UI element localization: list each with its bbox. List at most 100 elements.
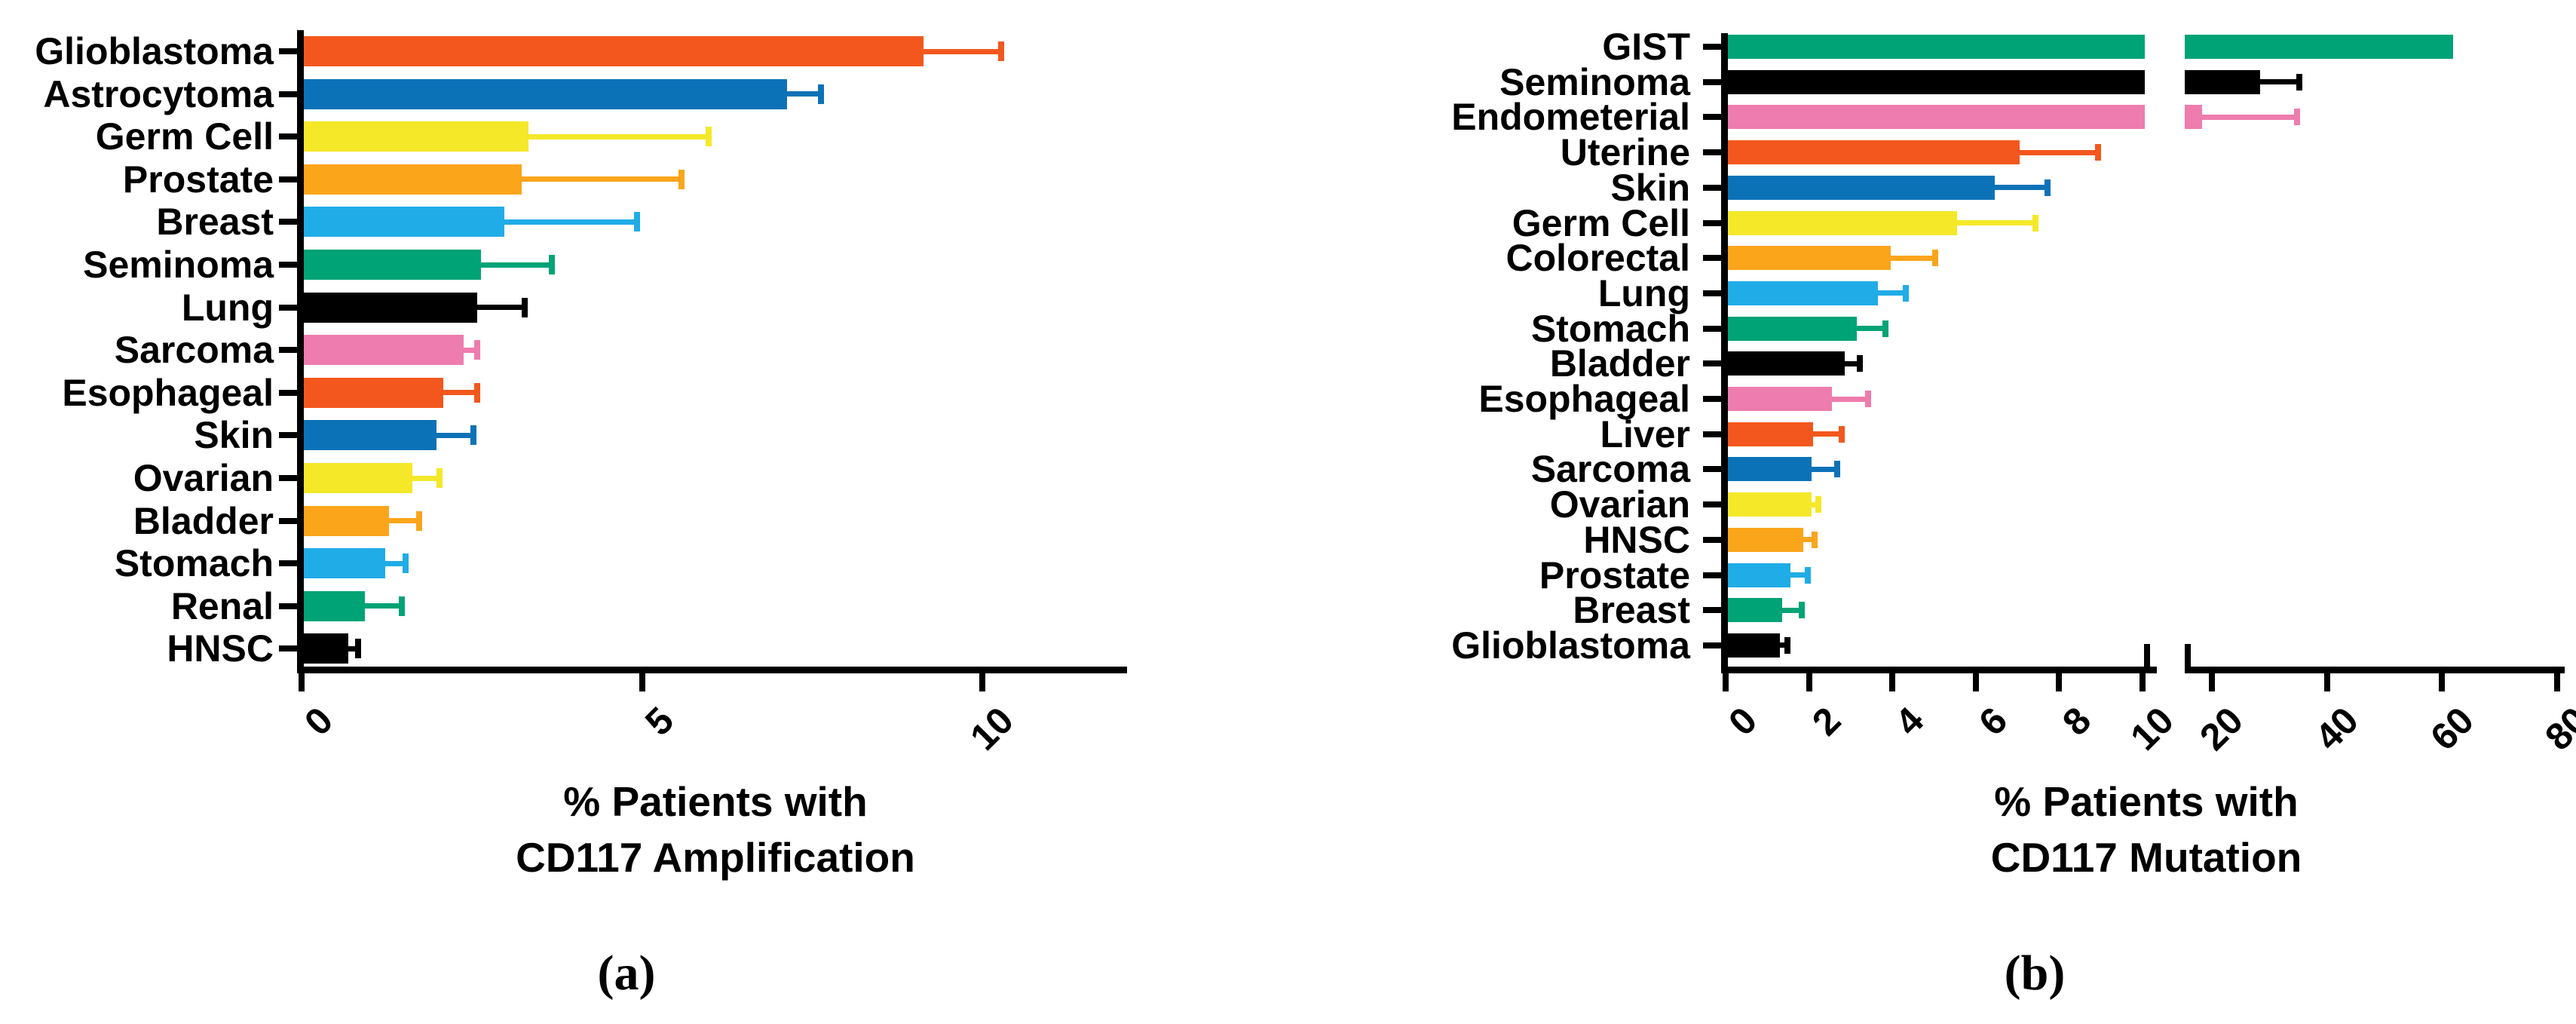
- error-bar-cap: [2296, 73, 2303, 90]
- error-bar-cap: [817, 84, 824, 104]
- error-bar-line: [1788, 572, 1806, 578]
- x-axis-line: [1721, 667, 2157, 673]
- bar: [1728, 563, 1790, 587]
- error-bar-cap: [1931, 250, 1938, 267]
- category-label: Sarcoma: [1530, 448, 1690, 491]
- error-bar-line: [1809, 466, 1834, 472]
- category-label: Breast: [1573, 589, 1690, 632]
- x-tick: [2140, 673, 2146, 691]
- bar: [304, 505, 389, 536]
- category-label: Germ Cell: [95, 115, 274, 158]
- x-tick: [299, 673, 305, 691]
- error-bar-line: [1778, 642, 1784, 648]
- category-tick: [279, 176, 297, 182]
- x-tick-label: 10: [2122, 698, 2182, 759]
- category-label: Glioblastoma: [35, 30, 274, 72]
- x-tick: [1806, 673, 1812, 691]
- category-tick: [279, 389, 297, 396]
- category-tick: [279, 475, 297, 481]
- category-tick: [279, 304, 297, 311]
- category-label: Endometerial: [1451, 96, 1690, 139]
- category-tick: [1703, 466, 1721, 473]
- error-bar-cap: [2094, 144, 2101, 161]
- error-bar-cap: [2294, 109, 2301, 126]
- error-bar-cap: [549, 255, 556, 274]
- category-tick: [1703, 431, 1721, 437]
- category-tick: [1703, 184, 1721, 191]
- category-tick: [1703, 219, 1721, 226]
- x-tick: [2209, 673, 2215, 691]
- bar: [304, 292, 478, 323]
- bar: [1728, 387, 1833, 411]
- bar: [1728, 35, 2145, 59]
- category-tick: [1703, 44, 1721, 50]
- category-label: Stomach: [114, 542, 274, 585]
- error-bar-cap: [399, 596, 406, 616]
- bar: [1728, 246, 1891, 271]
- category-label: Ovarian: [133, 457, 274, 499]
- bar: [2185, 35, 2453, 59]
- bar: [1728, 140, 2020, 165]
- error-bar-line: [519, 176, 678, 182]
- category-label: Breast: [156, 201, 274, 244]
- category-tick: [279, 48, 297, 54]
- bar: [1728, 422, 1814, 446]
- bar: [2185, 69, 2261, 94]
- category-tick: [279, 517, 297, 524]
- category-label: Skin: [194, 414, 274, 457]
- error-bar-cap: [2045, 179, 2051, 196]
- x-tick: [1723, 673, 1729, 691]
- category-tick: [1703, 290, 1721, 296]
- bar: [1728, 633, 1781, 658]
- category-tick: [1703, 536, 1721, 543]
- x-tick: [2439, 673, 2446, 691]
- bar: [304, 377, 444, 408]
- x-tick-label: 5: [636, 698, 682, 744]
- x-tick: [2056, 673, 2063, 691]
- x-tick-label: 80: [2537, 698, 2576, 759]
- error-bar-line: [363, 603, 400, 609]
- bar: [304, 548, 386, 579]
- error-bar-cap: [1857, 355, 1864, 373]
- error-bar-cap: [1882, 320, 1888, 337]
- error-bar-cap: [1865, 391, 1872, 407]
- category-label: Prostate: [122, 158, 274, 201]
- error-bar-line: [503, 219, 634, 225]
- error-bar-cap: [2032, 214, 2038, 231]
- error-bar-line: [1842, 360, 1858, 366]
- panel-letter-b: (b): [2004, 946, 2066, 1001]
- category-label: Bladder: [133, 499, 274, 542]
- error-bar-line: [384, 560, 403, 566]
- panel-letter-a: (a): [597, 946, 656, 1001]
- x-axis-title-mutation: % Patients with CD117 Mutation: [1728, 774, 2565, 885]
- error-bar-line: [346, 645, 355, 651]
- bar: [304, 420, 437, 451]
- category-label: GIST: [1602, 26, 1690, 68]
- category-tick: [279, 90, 297, 97]
- category-tick: [1703, 149, 1721, 156]
- category-tick: [1703, 572, 1721, 578]
- category-tick: [279, 262, 297, 268]
- error-bar-line: [479, 262, 550, 268]
- bar: [304, 590, 366, 621]
- bar: [304, 78, 788, 109]
- bar: [1728, 69, 2145, 94]
- category-tick: [279, 347, 297, 354]
- error-bar-line: [387, 518, 416, 524]
- error-bar-line: [1812, 431, 1839, 437]
- error-bar-line: [921, 48, 999, 54]
- axis-break-mark: [2144, 644, 2150, 667]
- y-axis-line: [297, 30, 304, 673]
- error-bar-line: [1876, 290, 1904, 296]
- x-tick: [2323, 673, 2330, 691]
- x-axis-line: [297, 667, 1127, 673]
- category-label: Uterine: [1560, 131, 1690, 174]
- x-tick-label: 8: [2054, 698, 2099, 744]
- category-tick: [1703, 607, 1721, 614]
- error-bar-cap: [1805, 566, 1812, 584]
- category-label: Esophageal: [1478, 378, 1690, 420]
- bar: [304, 207, 505, 238]
- category-tick: [1703, 501, 1721, 508]
- category-tick: [279, 645, 297, 652]
